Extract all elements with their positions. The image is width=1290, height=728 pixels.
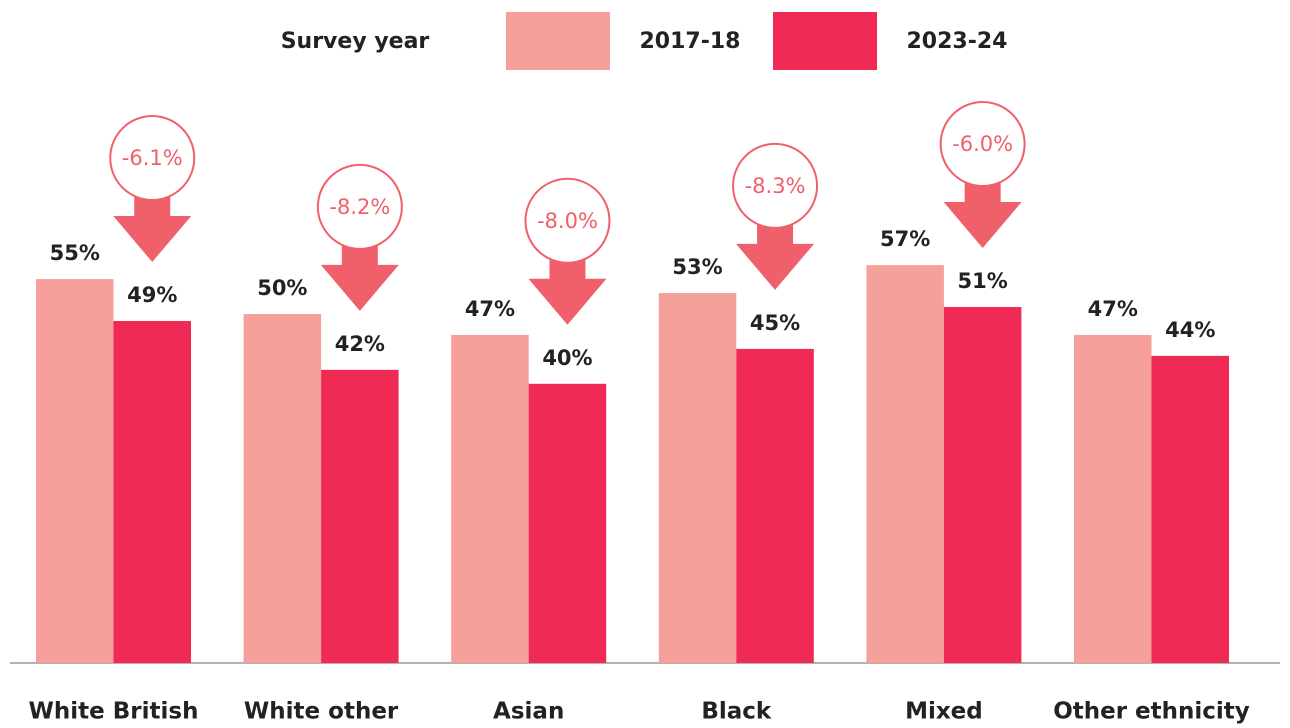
legend-label: 2017-18 xyxy=(640,29,741,54)
change-arrow xyxy=(528,278,607,325)
value-label: 47% xyxy=(1088,297,1138,321)
x-tick-label: White other xyxy=(244,699,399,725)
value-label: 44% xyxy=(1165,318,1215,342)
bar xyxy=(736,348,814,663)
value-label: 51% xyxy=(958,269,1008,293)
change-arrow xyxy=(113,215,192,262)
value-label: 50% xyxy=(257,276,307,300)
bar xyxy=(243,314,322,663)
change-label: -8.3% xyxy=(745,174,806,198)
change-label: -6.1% xyxy=(122,146,183,170)
change-arrow xyxy=(736,243,815,290)
bar xyxy=(321,369,399,663)
value-label: 47% xyxy=(465,297,515,321)
value-label: 55% xyxy=(50,241,100,265)
x-tick-label: Mixed xyxy=(905,699,983,725)
change-arrow xyxy=(943,202,1022,249)
bar xyxy=(451,334,529,663)
x-tick-label: Asian xyxy=(493,699,564,725)
x-tick-label: Other ethnicity xyxy=(1053,699,1250,725)
bar xyxy=(528,383,607,663)
bar xyxy=(113,320,191,663)
bar xyxy=(943,307,1022,663)
value-label: 45% xyxy=(750,311,800,335)
value-label: 53% xyxy=(672,255,722,279)
change-arrow xyxy=(320,264,399,311)
change-circle xyxy=(316,163,403,250)
change-circle xyxy=(732,142,819,229)
change-label: -6.0% xyxy=(952,132,1013,156)
x-tick-label: White British xyxy=(29,699,199,725)
change-circle xyxy=(109,114,196,201)
bar xyxy=(36,279,114,663)
change-label: -8.2% xyxy=(329,195,390,219)
change-circle xyxy=(524,177,611,264)
bar xyxy=(1151,355,1229,663)
change-circle xyxy=(939,101,1026,188)
legend-swatch xyxy=(506,12,610,70)
change-label: -8.0% xyxy=(537,209,598,233)
value-label: 42% xyxy=(335,332,385,356)
value-label: 57% xyxy=(880,227,930,251)
value-label: 49% xyxy=(127,283,177,307)
bar xyxy=(866,265,944,663)
value-label: 40% xyxy=(542,346,592,370)
legend-title: Survey year xyxy=(281,29,430,54)
x-tick-label: Black xyxy=(701,699,772,725)
legend-label: 2023-24 xyxy=(907,29,1008,54)
bar xyxy=(1074,334,1152,663)
bar xyxy=(658,293,737,663)
legend-swatch xyxy=(773,12,877,70)
